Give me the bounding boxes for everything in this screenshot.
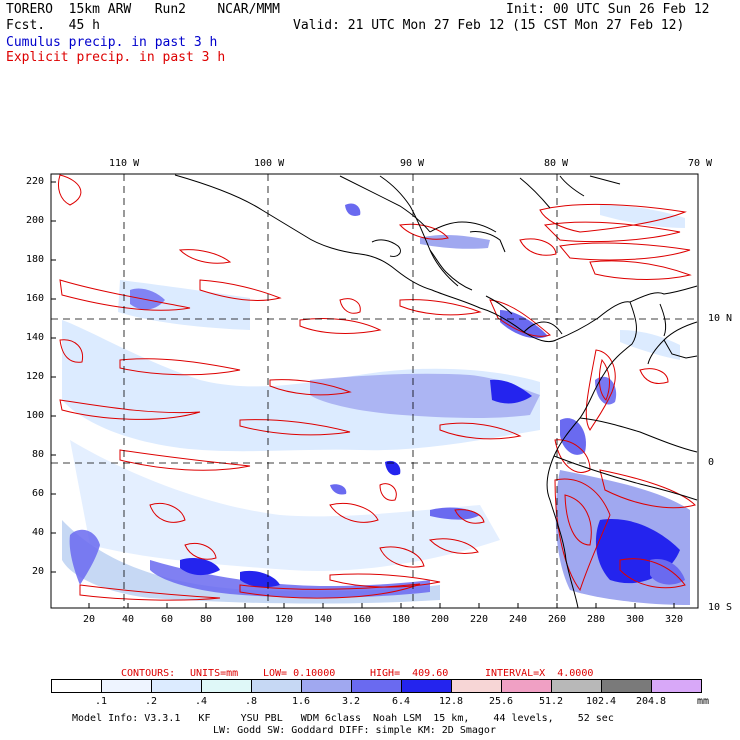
x-tick-label: 320 [665,614,684,625]
y-tick-label: 200 [26,215,45,226]
y-tick-label: 40 [32,527,45,538]
y-tick-label: 80 [32,449,45,460]
colorbar-swatch [451,679,502,693]
x-tick-label: 200 [431,614,450,625]
colorbar-swatch [601,679,652,693]
colorbar-label: 12.8 [438,696,464,707]
lon-label-70w: 70 W [688,158,713,169]
colorbar-label: 1.6 [291,696,311,707]
colorbar-swatch [151,679,202,693]
colorbar-label: .4 [194,696,208,707]
contour-high: HIGH= 409.60 [370,668,449,679]
lat-lon-grid [51,174,698,608]
colorbar-swatch [51,679,102,693]
x-tick-label: 280 [587,614,606,625]
valid-time: Valid: 21 UTC Mon 27 Feb 12 (15 CST Mon … [293,18,685,33]
colorbar-label: .8 [244,696,258,707]
x-tick-label: 20 [83,614,96,625]
colorbar-label: .2 [144,696,158,707]
y-tick-label: 60 [32,488,45,499]
contour-info-label: CONTOURS: [121,668,176,679]
x-tick-label: 140 [314,614,333,625]
y-tick-label: 180 [26,254,45,265]
colorbar-label: 3.2 [341,696,361,707]
model-title: TORERO 15km ARW Run2 NCAR/MMM [6,2,280,17]
x-tick-label: 220 [470,614,489,625]
colorbar-swatch [551,679,602,693]
colorbar-swatch [401,679,452,693]
colorbar-label: 51.2 [538,696,564,707]
y-tick-label: 220 [26,176,45,187]
lon-label-90w: 90 W [400,158,425,169]
explicit-precip-contours [57,174,696,601]
colorbar-swatch [201,679,252,693]
colorbar-swatch [351,679,402,693]
x-tick-label: 300 [626,614,645,625]
lon-label-100w: 100 W [254,158,285,169]
colorbar-swatch [251,679,302,693]
lat-label-10n: 10 N [708,313,733,324]
forecast-hour: Fcst. 45 h [6,18,100,33]
contour-interval: INTERVAL=X 4.0000 [485,668,594,679]
x-tick-label: 60 [161,614,174,625]
model-physics: LW: Godd SW: Goddard DIFF: simple KM: 2D… [213,725,496,736]
x-tick-label: 180 [392,614,411,625]
init-time: Init: 00 UTC Sun 26 Feb 12 [506,2,710,17]
x-tick-label: 100 [236,614,255,625]
explicit-legend-label: Explicit precip. in past 3 h [6,50,226,65]
colorbar-label: .1 [94,696,108,707]
colorbar-label: 6.4 [391,696,411,707]
colorbar-swatch [501,679,552,693]
lon-label-110w: 110 W [109,158,140,169]
colorbar-swatch [651,679,702,693]
model-info: Model Info: V3.3.1 KF YSU PBL WDM 6class… [72,713,614,724]
lat-label-10s: 10 S [708,602,733,613]
cumulus-precip-shading [62,203,690,605]
y-tick-label: 140 [26,332,45,343]
colorbar-label: 102.4 [585,696,617,707]
x-tick-label: 40 [122,614,135,625]
y-tick-label: 100 [26,410,45,421]
x-tick-label: 160 [353,614,372,625]
y-tick-label: 20 [32,566,45,577]
x-tick-label: 80 [200,614,213,625]
x-tick-label: 260 [548,614,567,625]
map-frame [50,173,699,609]
y-tick-label: 160 [26,293,45,304]
colorbar-label: 25.6 [488,696,514,707]
colorbar-swatch [101,679,152,693]
lon-label-80w: 80 W [544,158,569,169]
x-tick-label: 240 [509,614,528,625]
coastlines [174,174,698,608]
axis-ticks [51,181,675,608]
contour-low: LOW= 0.10000 [263,668,336,679]
colorbar-swatch [301,679,352,693]
y-tick-label: 120 [26,371,45,382]
x-tick-label: 120 [275,614,294,625]
colorbar-units: mm [697,696,710,707]
contour-units: UNITS=mm [190,668,239,679]
colorbar-label: 204.8 [635,696,667,707]
cumulus-legend-label: Cumulus precip. in past 3 h [6,35,218,50]
lat-label-0: 0 [708,457,715,468]
